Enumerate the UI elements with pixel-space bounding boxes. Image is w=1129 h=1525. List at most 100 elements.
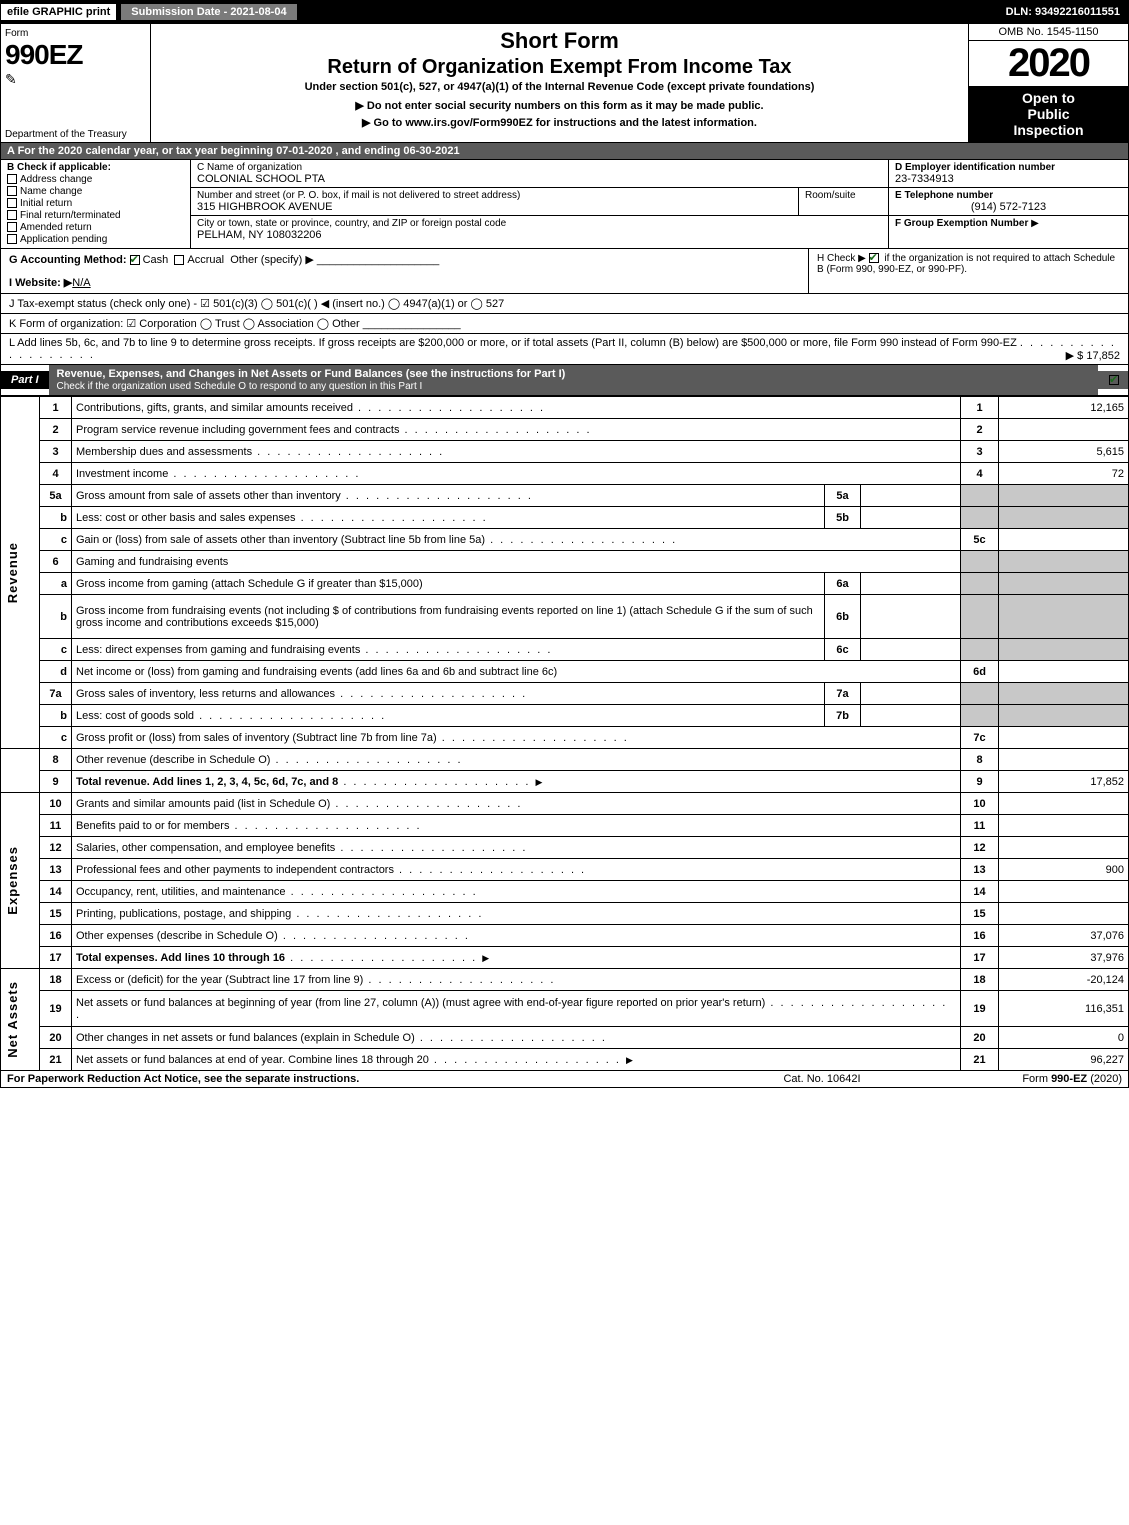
page-footer: For Paperwork Reduction Act Notice, see … (0, 1071, 1129, 1088)
line-14-amt (999, 881, 1129, 903)
accounting-method: G Accounting Method: Cash Accrual Other … (9, 253, 800, 266)
line-4-desc: Investment income (72, 463, 961, 485)
section-h: H Check ▶ if the organization is not req… (808, 249, 1128, 293)
phone-label: E Telephone number (895, 190, 1122, 201)
cat-no: Cat. No. 10642I (722, 1073, 922, 1085)
line-14-desc: Occupancy, rent, utilities, and maintena… (72, 881, 961, 903)
form-word: Form (5, 28, 146, 39)
b-title: B Check if applicable: (7, 162, 184, 173)
line-12-desc: Salaries, other compensation, and employ… (72, 837, 961, 859)
dln: DLN: 93492216011551 (998, 4, 1128, 20)
top-bar: efile GRAPHIC print Submission Date - 20… (0, 0, 1129, 24)
line-8-desc: Other revenue (describe in Schedule O) (72, 749, 961, 771)
section-def: D Employer identification number 23-7334… (888, 160, 1128, 248)
line-10-amt (999, 793, 1129, 815)
website-row: I Website: ▶N/A (9, 276, 800, 289)
header-middle: Short Form Return of Organization Exempt… (151, 24, 968, 142)
submission-date: Submission Date - 2021-08-04 (120, 3, 297, 21)
line-12-amt (999, 837, 1129, 859)
line-6c-val (861, 639, 961, 661)
chk-final-return[interactable]: Final return/terminated (7, 210, 184, 221)
form-number: 990EZ (5, 39, 146, 71)
line-16-amt: 37,076 (999, 925, 1129, 947)
line-7b-desc: Less: cost of goods sold (72, 705, 825, 727)
line-6c-desc: Less: direct expenses from gaming and fu… (72, 639, 825, 661)
line-17-amt: 37,976 (999, 947, 1129, 969)
line-20-amt: 0 (999, 1027, 1129, 1049)
omb-number: OMB No. 1545-1150 (969, 24, 1128, 41)
chk-application-pending[interactable]: Application pending (7, 234, 184, 245)
side-revenue: Revenue (1, 397, 40, 749)
line-10-desc: Grants and similar amounts paid (list in… (72, 793, 961, 815)
goto-link[interactable]: ▶ Go to www.irs.gov/Form990EZ for instru… (159, 116, 960, 129)
line-17-desc: Total expenses. Add lines 10 through 16 (72, 947, 961, 969)
org-name-label: C Name of organization (197, 162, 882, 173)
open-to-public: Open to Public Inspection (969, 86, 1128, 142)
line-11-amt (999, 815, 1129, 837)
line-20-desc: Other changes in net assets or fund bala… (72, 1027, 961, 1049)
section-c: C Name of organization COLONIAL SCHOOL P… (191, 160, 888, 248)
chk-initial-return[interactable]: Initial return (7, 198, 184, 209)
line-6d-desc: Net income or (loss) from gaming and fun… (72, 661, 961, 683)
line-5b-desc: Less: cost or other basis and sales expe… (72, 507, 825, 529)
under-section: Under section 501(c), 527, or 4947(a)(1)… (159, 81, 960, 93)
org-name: COLONIAL SCHOOL PTA (197, 173, 882, 185)
part-1-check[interactable] (1098, 371, 1128, 389)
side-expenses: Expenses (1, 793, 40, 969)
form-header: Form 990EZ ✎ Department of the Treasury … (0, 24, 1129, 143)
tax-year: 2020 (969, 41, 1128, 86)
line-7b-val (861, 705, 961, 727)
department: Department of the Treasury (5, 129, 127, 140)
line-16-desc: Other expenses (describe in Schedule O) (72, 925, 961, 947)
line-6b-desc: Gross income from fundraising events (no… (72, 595, 825, 639)
line-21-amt: 96,227 (999, 1049, 1129, 1071)
line-15-amt (999, 903, 1129, 925)
group-exemption-label: F Group Exemption Number (895, 218, 1028, 229)
city-label: City or town, state or province, country… (197, 218, 882, 229)
form-ref: Form 990-EZ (2020) (922, 1073, 1122, 1085)
line-l-amount: ▶ $ 17,852 (1066, 349, 1120, 362)
part-1-title: Revenue, Expenses, and Changes in Net As… (49, 365, 1098, 395)
city: PELHAM, NY 108032206 (197, 229, 882, 241)
line-21-desc: Net assets or fund balances at end of ye… (72, 1049, 961, 1071)
chk-amended-return[interactable]: Amended return (7, 222, 184, 233)
line-5a-val (861, 485, 961, 507)
line-18-amt: -20,124 (999, 969, 1129, 991)
line-7c-desc: Gross profit or (loss) from sales of inv… (72, 727, 961, 749)
line-18-desc: Excess or (deficit) for the year (Subtra… (72, 969, 961, 991)
do-not-enter: ▶ Do not enter social security numbers o… (159, 99, 960, 112)
line-5a-desc: Gross amount from sale of assets other t… (72, 485, 825, 507)
line-11-desc: Benefits paid to or for members (72, 815, 961, 837)
chk-accrual[interactable] (174, 255, 184, 265)
line-19-amt: 116,351 (999, 991, 1129, 1027)
ein: 23-7334913 (895, 173, 1122, 185)
line-13-desc: Professional fees and other payments to … (72, 859, 961, 881)
chk-name-change[interactable]: Name change (7, 186, 184, 197)
line-1-amt: 12,165 (999, 397, 1129, 419)
chk-cash[interactable] (130, 255, 140, 265)
header-left: Form 990EZ ✎ Department of the Treasury (1, 24, 151, 142)
part-1-label: Part I (1, 371, 49, 389)
chk-sched-b[interactable] (869, 253, 879, 263)
tax-exempt-status: J Tax-exempt status (check only one) - ☑… (9, 298, 504, 310)
line-5c-desc: Gain or (loss) from sale of assets other… (72, 529, 961, 551)
efile-label: efile GRAPHIC print (1, 4, 118, 20)
org-info-block: B Check if applicable: Address change Na… (0, 160, 1129, 249)
group-exemption-arrow: ▶ (1031, 218, 1039, 229)
row-j: J Tax-exempt status (check only one) - ☑… (0, 294, 1129, 314)
website: N/A (72, 277, 90, 289)
line-8-amt (999, 749, 1129, 771)
chk-address-change[interactable]: Address change (7, 174, 184, 185)
row-k: K Form of organization: ☑ Corporation ◯ … (0, 314, 1129, 334)
line-6-desc: Gaming and fundraising events (72, 551, 961, 573)
line-6d-amt (999, 661, 1129, 683)
line-13-amt: 900 (999, 859, 1129, 881)
phone: (914) 572-7123 (895, 201, 1122, 213)
section-a-period: A For the 2020 calendar year, or tax yea… (0, 143, 1129, 160)
room-label: Room/suite (805, 190, 882, 201)
line-7a-val (861, 683, 961, 705)
section-b: B Check if applicable: Address change Na… (1, 160, 191, 248)
line-6b-val (861, 595, 961, 639)
part-1-header: Part I Revenue, Expenses, and Changes in… (0, 365, 1129, 396)
line-3-amt: 5,615 (999, 441, 1129, 463)
